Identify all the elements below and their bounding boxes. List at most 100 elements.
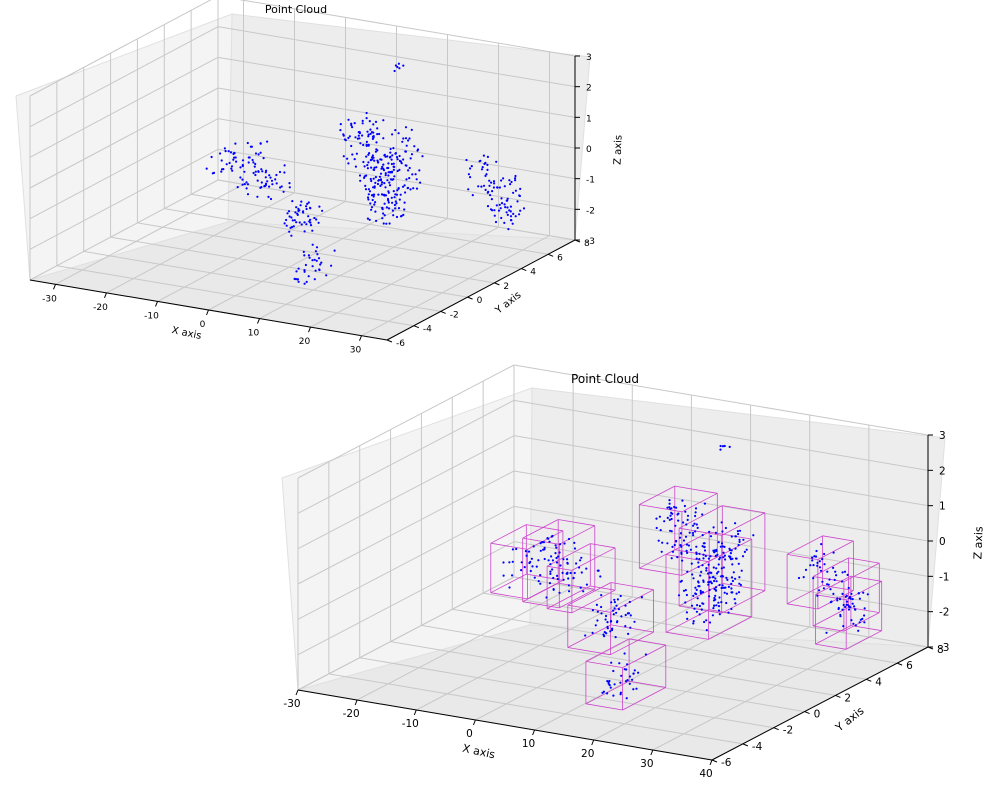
point — [850, 619, 853, 622]
chart-1-title: Point Cloud — [265, 3, 327, 16]
point — [556, 577, 559, 581]
point — [730, 576, 734, 579]
point — [358, 137, 361, 140]
point — [832, 566, 835, 570]
point — [675, 539, 678, 543]
point — [303, 270, 306, 273]
point — [374, 181, 377, 184]
bounding-box — [546, 543, 616, 614]
point — [373, 166, 376, 169]
point — [366, 167, 369, 170]
point — [847, 608, 851, 611]
point — [550, 555, 553, 558]
point — [614, 636, 617, 639]
point — [734, 522, 737, 525]
point — [376, 133, 379, 136]
point — [617, 608, 621, 611]
point — [862, 591, 865, 594]
point — [339, 123, 342, 126]
point — [230, 167, 233, 170]
point — [543, 546, 546, 550]
point — [535, 565, 538, 568]
point — [362, 143, 365, 147]
point — [491, 190, 494, 193]
point — [490, 198, 493, 201]
point — [627, 632, 630, 636]
point — [853, 605, 856, 608]
point — [694, 514, 697, 518]
point — [699, 592, 703, 595]
point — [666, 506, 669, 509]
z-gridline — [29, 148, 219, 250]
point — [392, 162, 395, 165]
point — [372, 131, 375, 134]
bounding-box-edge — [822, 535, 854, 542]
point — [520, 569, 523, 572]
point — [300, 223, 303, 226]
point — [367, 193, 370, 196]
bounding-box-edge — [590, 543, 616, 549]
point — [484, 174, 487, 177]
point — [239, 176, 242, 179]
point — [718, 558, 721, 561]
point — [828, 578, 831, 581]
point — [717, 570, 720, 573]
point — [488, 184, 491, 187]
point — [506, 213, 509, 216]
point — [416, 148, 420, 151]
point — [568, 590, 571, 593]
point — [410, 128, 413, 131]
point — [382, 167, 385, 170]
point — [382, 137, 385, 140]
point — [234, 156, 237, 159]
point — [836, 597, 839, 600]
x-tick-label: -30 — [283, 698, 300, 710]
point — [846, 573, 849, 577]
point — [370, 156, 374, 159]
point — [508, 561, 511, 564]
y-gridline — [137, 222, 495, 284]
point — [211, 172, 214, 175]
point — [673, 543, 676, 547]
point — [393, 203, 396, 207]
point — [495, 204, 498, 207]
bounding-box-edge — [639, 485, 675, 505]
y-tick — [773, 727, 779, 731]
point — [716, 553, 719, 556]
point — [280, 185, 283, 188]
point — [305, 223, 308, 226]
point — [368, 218, 371, 221]
point — [703, 620, 706, 624]
point — [361, 134, 364, 137]
point — [611, 627, 614, 630]
point — [379, 178, 383, 181]
point — [690, 562, 693, 565]
point — [738, 538, 741, 541]
point — [372, 177, 375, 180]
point — [465, 158, 468, 162]
point — [705, 619, 708, 622]
point — [389, 151, 392, 154]
bounding-box-edge — [679, 527, 722, 536]
y-tick — [835, 694, 841, 698]
point — [510, 574, 514, 577]
bounding-box-edge — [585, 661, 623, 668]
point — [558, 551, 561, 554]
point — [629, 626, 632, 629]
point — [720, 542, 724, 545]
point — [730, 587, 733, 590]
point — [567, 537, 571, 541]
point — [395, 156, 399, 159]
point — [743, 550, 747, 554]
point — [259, 142, 262, 145]
point — [707, 557, 711, 560]
bounding-box-edge — [610, 589, 654, 613]
point — [365, 111, 368, 115]
chart-2-x-axis-label: X axis — [461, 742, 496, 762]
point — [372, 136, 375, 139]
point — [612, 669, 615, 673]
point — [408, 166, 411, 170]
point — [612, 609, 615, 612]
point — [613, 598, 616, 601]
point — [366, 130, 369, 133]
